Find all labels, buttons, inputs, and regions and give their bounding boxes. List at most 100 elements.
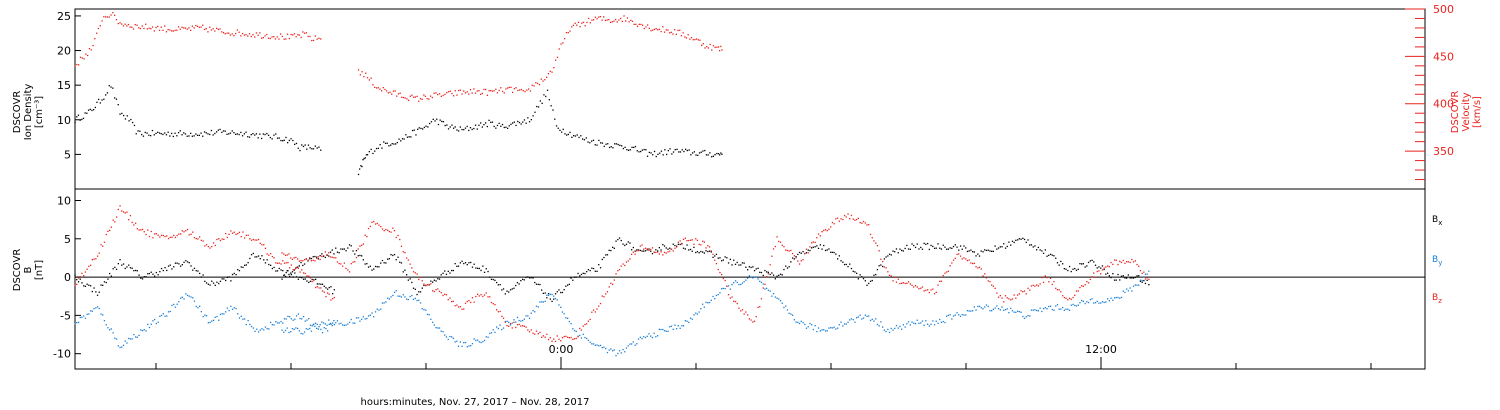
Bz-point — [343, 262, 345, 264]
By-point — [264, 326, 267, 328]
Bx-point — [98, 291, 100, 293]
trace-point — [311, 39, 313, 42]
trace-point — [431, 96, 433, 99]
trace-point — [413, 129, 415, 131]
Bz-point — [197, 238, 199, 240]
trace-point — [664, 149, 666, 151]
Bz-point — [321, 255, 323, 258]
By-point — [1127, 290, 1129, 292]
Bz-point — [1042, 281, 1045, 283]
By-point — [991, 310, 993, 312]
Bx-point — [792, 257, 794, 259]
trace-point — [212, 28, 214, 30]
By-point — [608, 349, 610, 351]
By-point — [672, 328, 674, 330]
Bx-point — [864, 280, 866, 282]
By-point — [1136, 284, 1138, 286]
Bz-point — [252, 238, 254, 241]
trace-point — [508, 86, 510, 89]
trace-point — [557, 127, 559, 129]
By-point — [478, 341, 480, 343]
trace-point — [143, 27, 145, 30]
Bx-point — [868, 282, 870, 285]
trace-point — [533, 85, 535, 87]
trace-point — [627, 149, 630, 151]
Bx-point — [951, 247, 953, 249]
Bx-point — [639, 249, 641, 252]
Bx-point — [812, 246, 814, 248]
By-point — [197, 307, 199, 309]
trace-point — [77, 114, 80, 116]
trace-point — [436, 118, 438, 120]
Bx-point — [300, 261, 302, 264]
Bx-point — [461, 260, 463, 262]
Bx-point — [991, 250, 993, 252]
Bx-point — [1103, 268, 1105, 271]
trace-point — [386, 90, 388, 92]
Bz-point — [180, 233, 182, 235]
Bx-point — [1023, 238, 1026, 241]
Bz-point — [103, 241, 106, 243]
By-point — [859, 314, 861, 316]
Bx-point — [143, 276, 145, 278]
trace-point — [451, 92, 453, 95]
Bx-point — [1138, 275, 1140, 277]
Bx-point — [266, 259, 268, 261]
Bx-point — [463, 262, 465, 265]
trace-point — [525, 122, 527, 124]
By-point — [276, 322, 279, 324]
Bx-point — [736, 261, 738, 264]
By-point — [211, 320, 213, 322]
Bz-point — [618, 268, 621, 271]
Bz-point — [954, 257, 956, 259]
Bx-point — [119, 259, 121, 261]
trace-point — [164, 25, 166, 27]
By-point — [288, 331, 290, 334]
By-point — [1056, 304, 1059, 306]
trace-point — [688, 149, 690, 151]
Bz-point — [563, 335, 565, 338]
Bz-point — [823, 229, 825, 232]
By-point — [313, 323, 315, 325]
trace-point — [582, 138, 584, 140]
trace-point — [78, 64, 80, 66]
By-point — [273, 324, 275, 326]
By-point — [278, 322, 280, 324]
Bz-point — [695, 238, 697, 240]
Bx-point — [331, 249, 333, 251]
trace-point — [138, 27, 140, 29]
By-point — [409, 295, 411, 298]
Bz-point — [764, 283, 766, 285]
trace-point — [292, 139, 294, 142]
Bx-point — [268, 263, 270, 266]
Bx-point — [506, 290, 508, 292]
Bz-point — [622, 263, 624, 265]
Bz-point — [1074, 294, 1076, 296]
trace-point — [589, 142, 591, 144]
Bx-point — [918, 248, 920, 250]
By-point — [729, 288, 731, 290]
Bx-point — [482, 265, 484, 267]
Bz-point — [958, 253, 960, 255]
Bz-point — [332, 298, 334, 300]
trace-point — [601, 142, 604, 144]
Bz-point — [302, 260, 304, 262]
trace-point — [614, 143, 616, 145]
Bx-point — [542, 292, 544, 294]
trace-point — [608, 19, 610, 21]
Bz-point — [916, 286, 918, 288]
By-point — [470, 345, 472, 347]
By-point — [724, 288, 726, 290]
Bz-point — [688, 239, 690, 242]
Bz-point — [91, 259, 93, 261]
Bz-point — [592, 309, 595, 311]
trace-point — [536, 105, 538, 108]
Bz-point — [864, 222, 866, 224]
Bx-point — [610, 249, 612, 252]
trace-point — [660, 30, 662, 33]
By-point — [565, 317, 567, 319]
Bx-point — [937, 243, 939, 245]
By-point — [591, 343, 593, 345]
Bz-point — [845, 216, 847, 218]
Bz-point — [83, 275, 85, 277]
